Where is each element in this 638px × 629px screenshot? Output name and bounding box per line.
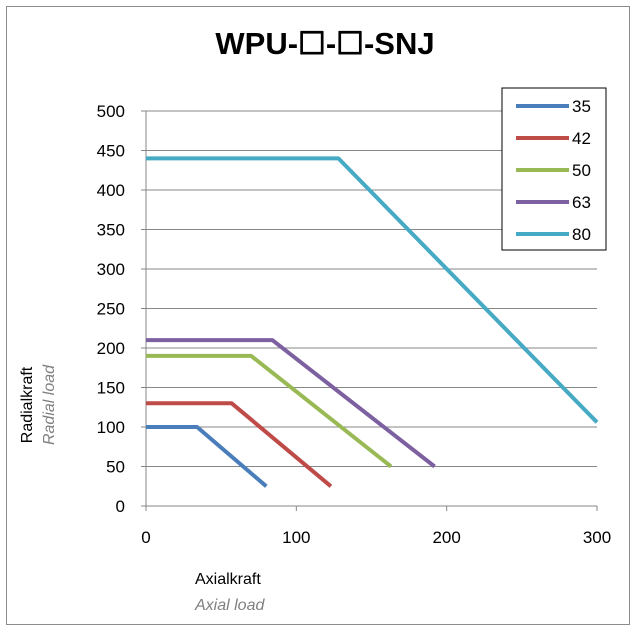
- y-tick-label: 250: [97, 300, 125, 319]
- y-tick-label: 200: [97, 339, 125, 358]
- x-tick-label: 0: [141, 528, 150, 547]
- series-line-50: [146, 353, 393, 469]
- x-tick-label: 100: [282, 528, 310, 547]
- legend-label-35: 35: [572, 97, 591, 116]
- legend-label-42: 42: [572, 129, 591, 148]
- y-axis-label: Radialkraft: [19, 366, 36, 443]
- y-tick-label: 150: [97, 379, 125, 398]
- x-tick-label: 200: [432, 528, 460, 547]
- series-lines: [146, 156, 599, 488]
- y-tick-label: 300: [97, 260, 125, 279]
- y-tick-label: 400: [97, 181, 125, 200]
- series-line-63: [146, 338, 436, 469]
- legend-label-50: 50: [572, 161, 591, 180]
- y-tick-label: 100: [97, 418, 125, 437]
- chart-title: WPU-☐-☐-SNJ: [215, 26, 434, 61]
- x-axis-label: Axialkraft: [195, 571, 261, 588]
- x-tick-label: 300: [583, 528, 611, 547]
- legend-label-80: 80: [572, 225, 591, 244]
- y-tick-label: 0: [116, 497, 125, 516]
- y-tick-label: 350: [97, 221, 125, 240]
- axes: [145, 111, 598, 511]
- series-line-35: [146, 425, 268, 488]
- legend: 35 42 50 63 80: [501, 87, 607, 251]
- legend-items: 35 42 50 63 80: [516, 97, 591, 244]
- y-tick-label: 50: [106, 458, 125, 477]
- series-line-80: [146, 156, 599, 424]
- y-tick-labels: 0 50 100 150 200 250 300 350 400 450 500: [97, 102, 125, 516]
- x-tick-labels: 0 100 200 300: [141, 528, 611, 547]
- series-line-42: [146, 401, 333, 488]
- x-axis-label-secondary: Axial load: [194, 597, 265, 614]
- y-axis-label-secondary: Radial load: [41, 364, 58, 445]
- y-tick-label: 450: [97, 142, 125, 161]
- legend-label-63: 63: [572, 193, 591, 212]
- y-tick-label: 500: [97, 102, 125, 121]
